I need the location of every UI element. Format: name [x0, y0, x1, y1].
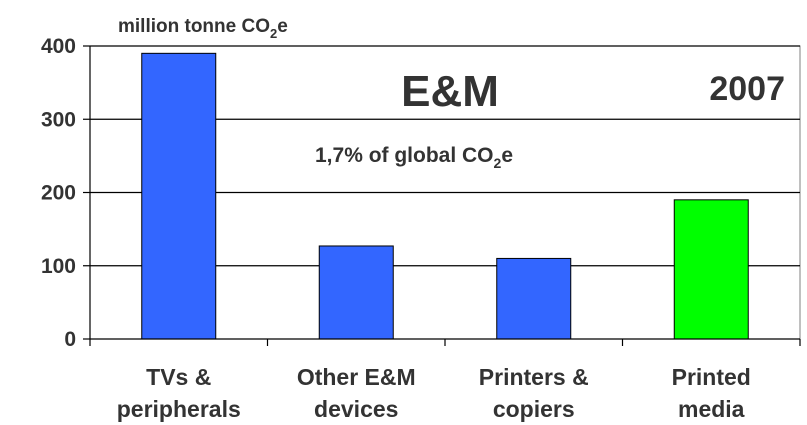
y-tick-label: 0: [64, 328, 76, 351]
y-tick-label: 300: [41, 108, 76, 131]
annotation: 1,7% of global CO2e: [315, 144, 513, 171]
x-tick-label: media: [678, 396, 745, 422]
bar: [141, 52, 217, 340]
x-tick-label: Other E&M: [297, 364, 416, 390]
bar: [673, 199, 749, 340]
x-tick-label: Printed: [672, 364, 751, 390]
bar: [318, 245, 394, 340]
bar: [496, 257, 572, 340]
x-tick-label: peripherals: [117, 396, 241, 422]
x-tick-label: Printers &: [479, 364, 589, 390]
bars: [141, 52, 749, 340]
x-tick-labels: TVs & peripherals Other E&M devices Printers…: [117, 364, 751, 422]
y-tick-labels: 0 100 200 300 400: [41, 35, 76, 351]
year-label: 2007: [709, 70, 785, 108]
x-tick-label: devices: [314, 396, 398, 422]
chart-title: E&M: [401, 67, 499, 116]
y-tick-label: 400: [41, 35, 76, 58]
y-axis-label: million tonne CO2e: [118, 16, 288, 41]
y-tick-label: 100: [41, 255, 76, 278]
x-tick-label: copiers: [493, 396, 575, 422]
x-tick-label: TVs &: [146, 364, 211, 390]
y-tick-label: 200: [41, 182, 76, 205]
